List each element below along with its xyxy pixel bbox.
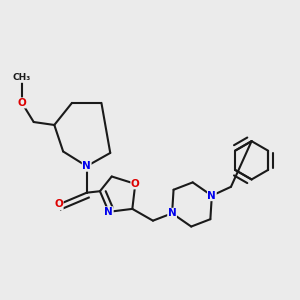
Text: N: N xyxy=(168,208,176,218)
Text: O: O xyxy=(54,200,63,209)
Text: CH₃: CH₃ xyxy=(13,74,31,82)
Text: N: N xyxy=(208,190,216,201)
Text: N: N xyxy=(104,207,113,217)
Text: N: N xyxy=(82,161,91,171)
Text: O: O xyxy=(131,179,140,189)
Text: O: O xyxy=(17,98,26,108)
